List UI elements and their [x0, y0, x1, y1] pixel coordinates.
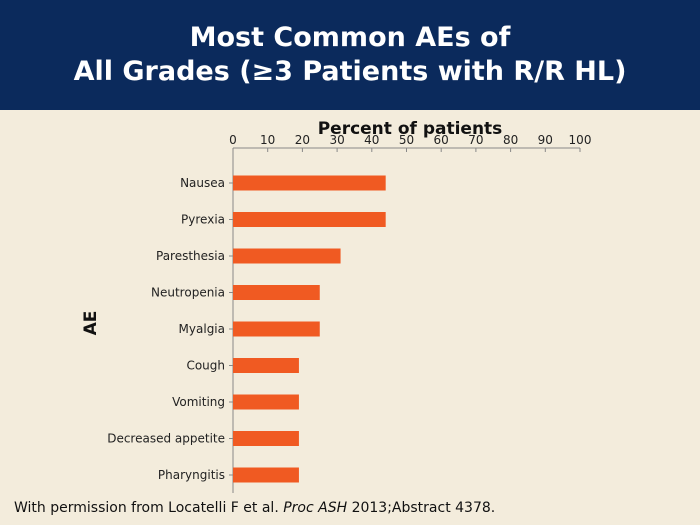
citation-journal: Proc ASH	[283, 500, 348, 516]
bar	[233, 467, 299, 483]
citation-suffix: 2013;Abstract 4378.	[347, 500, 496, 516]
category-label: Vomiting	[172, 395, 225, 409]
x-tick-label: 50	[399, 133, 414, 147]
x-tick-label: 20	[295, 133, 310, 147]
category-label: Pharyngitis	[158, 468, 225, 482]
x-tick-label: 60	[434, 133, 449, 147]
y-axis-label: AE	[81, 311, 101, 336]
title-banner: Most Common AEs of All Grades (≥3 Patien…	[0, 0, 700, 110]
x-tick-label: 40	[364, 133, 379, 147]
category-label: Nausea	[180, 176, 225, 190]
x-tick-label: 30	[329, 133, 344, 147]
ae-bar-chart: Percent of patients 0 10 20 30 40 50 60 70 80 90 10…	[81, 119, 592, 493]
category-label: Myalgia	[179, 322, 225, 336]
bar	[233, 358, 299, 373]
x-tick-label: 0	[229, 133, 237, 147]
x-tick-label: 100	[569, 133, 592, 147]
category-label: Paresthesia	[156, 249, 225, 263]
x-tick-label: 90	[538, 133, 553, 147]
slide-title-line-2: All Grades (≥3 Patients with R/R HL)	[73, 56, 627, 87]
category-label: Pyrexia	[181, 213, 225, 227]
bar	[233, 285, 320, 300]
bar	[233, 212, 386, 227]
citation: With permission from Locatelli F et al. …	[14, 500, 495, 516]
category-label: Cough	[186, 359, 225, 373]
chart-title: Percent of patients	[318, 119, 503, 139]
bar	[233, 321, 320, 337]
category-label: Neutropenia	[151, 286, 225, 300]
x-tick-label: 70	[468, 133, 483, 147]
bar	[233, 175, 386, 191]
bar	[233, 394, 299, 410]
slide-title-line-1: Most Common AEs of	[189, 22, 511, 53]
bar	[233, 248, 341, 264]
citation-prefix: With permission from Locatelli F et al.	[14, 500, 284, 516]
x-tick-label: 10	[260, 133, 275, 147]
bar	[233, 431, 299, 446]
x-tick-label: 80	[503, 133, 518, 147]
category-label: Decreased appetite	[107, 432, 225, 446]
